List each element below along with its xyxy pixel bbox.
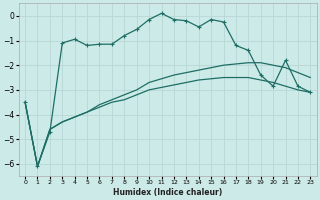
- X-axis label: Humidex (Indice chaleur): Humidex (Indice chaleur): [113, 188, 222, 197]
